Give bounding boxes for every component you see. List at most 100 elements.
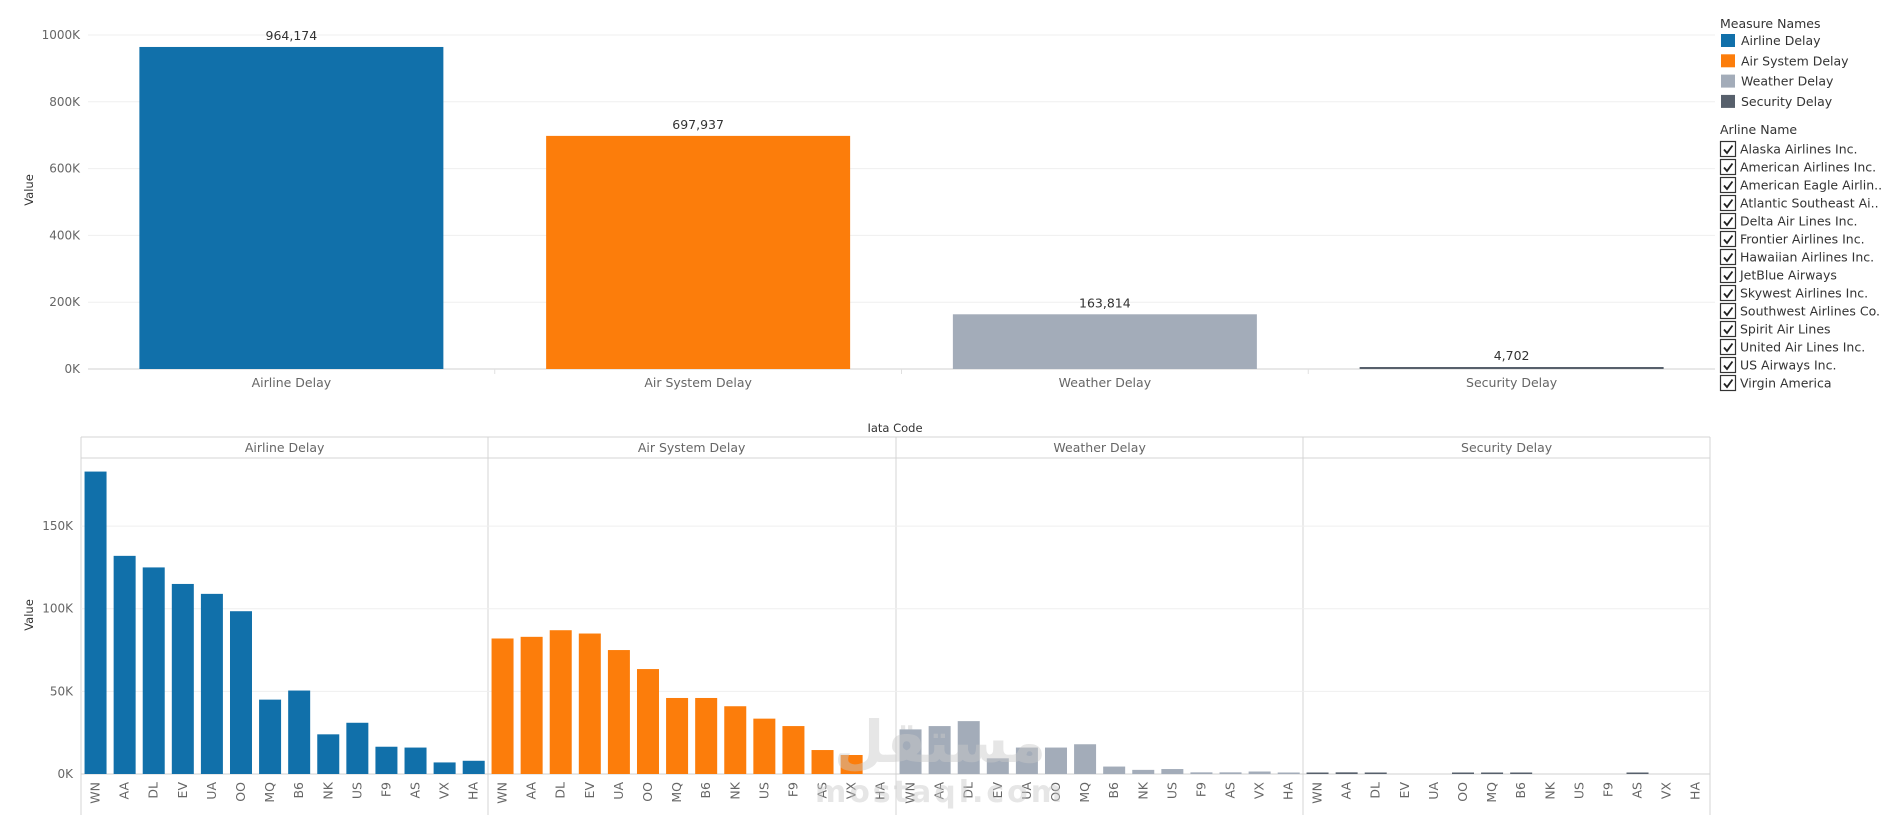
checkbox[interactable] bbox=[1721, 376, 1736, 391]
bar-airline-delay-as[interactable] bbox=[405, 748, 427, 774]
bar-airline-delay-dl[interactable] bbox=[143, 567, 165, 774]
bar-air-system-delay-b6[interactable] bbox=[695, 698, 717, 774]
airline-filter-item[interactable]: Frontier Airlines Inc. bbox=[1721, 232, 1865, 247]
airline-filter-item[interactable]: Skywest Airlines Inc. bbox=[1721, 286, 1869, 301]
iata-code-label: MQ bbox=[262, 782, 277, 803]
bar-weather-delay-f9[interactable] bbox=[1190, 772, 1212, 774]
bar-weather-delay-ha[interactable] bbox=[1278, 773, 1300, 775]
top-bar-air-system-delay[interactable] bbox=[546, 136, 850, 369]
checkbox[interactable] bbox=[1721, 178, 1736, 193]
bar-airline-delay-b6[interactable] bbox=[288, 691, 310, 774]
iata-code-label: US bbox=[756, 782, 771, 799]
bar-air-system-delay-f9[interactable] bbox=[782, 726, 804, 774]
bar-weather-delay-as[interactable] bbox=[1220, 772, 1242, 774]
bar-airline-delay-ha[interactable] bbox=[463, 761, 485, 774]
watermark-arabic: مستقل bbox=[834, 708, 1046, 776]
bar-weather-delay-vx[interactable] bbox=[1249, 772, 1271, 774]
iata-code-label: NK bbox=[1542, 781, 1557, 799]
airline-filter-label: Delta Air Lines Inc. bbox=[1740, 214, 1857, 229]
airline-filter-label: Southwest Airlines Co. bbox=[1740, 304, 1880, 319]
bar-air-system-delay-aa[interactable] bbox=[521, 637, 543, 774]
legend-swatch bbox=[1721, 95, 1735, 108]
iata-code-label: OO bbox=[233, 782, 248, 802]
bar-weather-delay-oo[interactable] bbox=[1045, 748, 1067, 774]
iata-code-label: VX bbox=[437, 782, 452, 800]
bar-air-system-delay-oo[interactable] bbox=[637, 669, 659, 774]
checkbox[interactable] bbox=[1721, 214, 1736, 229]
checkbox[interactable] bbox=[1721, 358, 1736, 373]
bar-airline-delay-mq[interactable] bbox=[259, 700, 281, 774]
bar-air-system-delay-ev[interactable] bbox=[579, 634, 601, 774]
iata-code-label: EV bbox=[1397, 782, 1412, 799]
checkbox[interactable] bbox=[1721, 196, 1736, 211]
bar-airline-delay-ua[interactable] bbox=[201, 594, 223, 774]
bar-security-delay-as[interactable] bbox=[1627, 773, 1649, 775]
checkbox[interactable] bbox=[1721, 142, 1736, 157]
bar-air-system-delay-ua[interactable] bbox=[608, 650, 630, 774]
bar-security-delay-dl[interactable] bbox=[1365, 773, 1387, 775]
iata-code-label: NK bbox=[320, 781, 335, 799]
checkbox[interactable] bbox=[1721, 268, 1736, 283]
iata-code-label: VX bbox=[1659, 782, 1674, 800]
iata-code-label: B6 bbox=[291, 782, 306, 799]
top-bar-airline-delay[interactable] bbox=[139, 47, 443, 369]
airline-filter-item[interactable]: Virgin America bbox=[1721, 376, 1832, 391]
airline-filter-item[interactable]: American Airlines Inc. bbox=[1721, 160, 1877, 175]
checkbox[interactable] bbox=[1721, 286, 1736, 301]
airline-filter-item[interactable]: Hawaiian Airlines Inc. bbox=[1721, 250, 1875, 265]
iata-code-label: AA bbox=[117, 782, 132, 800]
bar-airline-delay-us[interactable] bbox=[346, 723, 368, 774]
top-bar-weather-delay[interactable] bbox=[953, 314, 1257, 369]
airline-filter-item[interactable]: Delta Air Lines Inc. bbox=[1721, 214, 1858, 229]
top-bar-security-delay[interactable] bbox=[1360, 367, 1664, 369]
bar-security-delay-oo[interactable] bbox=[1452, 773, 1474, 775]
bar-airline-delay-aa[interactable] bbox=[114, 556, 136, 774]
airline-filter-label: American Eagle Airlin.. bbox=[1740, 178, 1881, 193]
airline-filter-item[interactable]: US Airways Inc. bbox=[1721, 358, 1837, 373]
airline-filter-item[interactable]: JetBlue Airways bbox=[1721, 268, 1837, 283]
top-y-tick-label: 600K bbox=[49, 162, 81, 176]
bar-airline-delay-wn[interactable] bbox=[85, 472, 107, 774]
checkbox[interactable] bbox=[1721, 232, 1736, 247]
bar-airline-delay-ev[interactable] bbox=[172, 584, 194, 774]
bar-airline-delay-vx[interactable] bbox=[434, 762, 456, 774]
bar-air-system-delay-dl[interactable] bbox=[550, 630, 572, 774]
bar-airline-delay-f9[interactable] bbox=[375, 747, 397, 774]
airline-filter-item[interactable]: Alaska Airlines Inc. bbox=[1721, 142, 1858, 157]
checkbox[interactable] bbox=[1721, 160, 1736, 175]
airline-filter-label: American Airlines Inc. bbox=[1740, 160, 1876, 175]
airline-filter-item[interactable]: Southwest Airlines Co. bbox=[1721, 304, 1880, 319]
iata-code-label: MQ bbox=[1077, 782, 1092, 803]
airline-filter-item[interactable]: Atlantic Southeast Ai.. bbox=[1721, 196, 1879, 211]
iata-code-label: AS bbox=[408, 782, 423, 799]
checkbox[interactable] bbox=[1721, 250, 1736, 265]
iata-code-label: NK bbox=[1135, 781, 1150, 799]
bar-air-system-delay-wn[interactable] bbox=[492, 638, 514, 774]
bar-air-system-delay-us[interactable] bbox=[753, 719, 775, 774]
bar-weather-delay-nk[interactable] bbox=[1132, 770, 1154, 774]
airline-filter-item[interactable]: Spirit Air Lines bbox=[1721, 322, 1831, 337]
airline-filter-item[interactable]: American Eagle Airlin.. bbox=[1721, 178, 1881, 193]
bar-security-delay-b6[interactable] bbox=[1510, 773, 1532, 775]
bar-weather-delay-b6[interactable] bbox=[1103, 767, 1125, 774]
top-data-label: 4,702 bbox=[1494, 348, 1530, 363]
bar-security-delay-mq[interactable] bbox=[1481, 773, 1503, 775]
bar-security-delay-aa[interactable] bbox=[1336, 772, 1358, 774]
iata-code-label: B6 bbox=[1513, 782, 1528, 799]
iata-code-label: US bbox=[1571, 782, 1586, 799]
legend-swatch bbox=[1721, 34, 1735, 47]
checkbox[interactable] bbox=[1721, 322, 1736, 337]
airline-filter-item[interactable]: United Air Lines Inc. bbox=[1721, 340, 1866, 355]
bar-air-system-delay-mq[interactable] bbox=[666, 698, 688, 774]
bar-weather-delay-us[interactable] bbox=[1161, 769, 1183, 774]
top-y-axis-label: Value bbox=[22, 174, 36, 206]
bar-air-system-delay-as[interactable] bbox=[812, 750, 834, 774]
bar-airline-delay-oo[interactable] bbox=[230, 611, 252, 774]
bar-security-delay-wn[interactable] bbox=[1307, 773, 1329, 775]
checkbox[interactable] bbox=[1721, 304, 1736, 319]
bar-air-system-delay-nk[interactable] bbox=[724, 706, 746, 774]
bar-airline-delay-nk[interactable] bbox=[317, 734, 339, 774]
checkbox[interactable] bbox=[1721, 340, 1736, 355]
bar-weather-delay-mq[interactable] bbox=[1074, 744, 1096, 774]
